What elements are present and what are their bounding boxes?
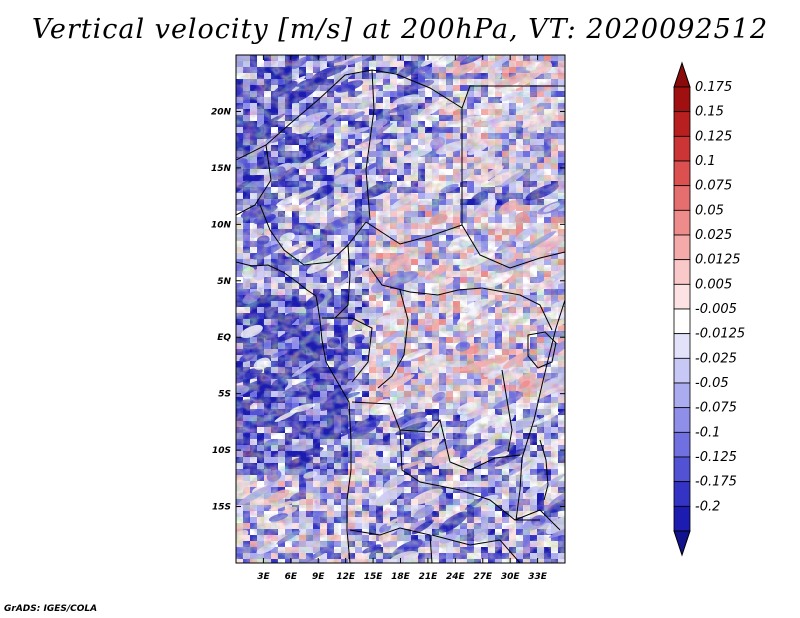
coastline-east-africa (515, 299, 565, 521)
colorbar-label: -0.005 (695, 302, 737, 317)
lon-tick-label: 27E (473, 572, 493, 582)
colorbar-swatch (673, 357, 691, 384)
colorbar-label: 0.025 (695, 228, 732, 243)
colorbar-label: 0.05 (695, 203, 724, 218)
colorbar-label: 0.15 (695, 105, 724, 120)
colorbar-bottom-arrow (673, 530, 691, 557)
border-sudan (461, 85, 565, 109)
lon-tick-label: 9E (312, 572, 325, 582)
border-gabon-congo (322, 317, 373, 383)
colorbar-label: -0.2 (695, 499, 720, 514)
colorbar-swatch (673, 86, 691, 113)
colorbar-swatch (673, 505, 691, 532)
lon-tick-label: 3E (257, 572, 270, 582)
border-zambia-tanzania (469, 454, 521, 471)
colorbar-swatch (673, 333, 691, 359)
colorbar-label: 0.175 (695, 80, 732, 95)
lat-tick-label: 10N (211, 220, 232, 230)
colorbar-swatch (673, 259, 691, 285)
colorbar-swatch (673, 431, 691, 458)
border-drc-uganda (481, 287, 553, 331)
colorbar-swatch (673, 209, 691, 236)
colorbar-swatch (673, 407, 691, 433)
lon-tick-label: 15E (364, 572, 384, 582)
border-car-drc (369, 267, 483, 296)
coastline (236, 261, 352, 563)
lon-tick-label: 12E (336, 572, 356, 582)
colorbar-swatch (673, 160, 691, 187)
lat-tick-label: 5S (218, 390, 231, 400)
lon-tick-label: 6E (285, 572, 298, 582)
lake-victoria (527, 331, 557, 369)
lon-tick-label: 24E (446, 572, 466, 582)
border-congo-drc (377, 289, 409, 389)
colorbar-label: -0.175 (695, 475, 737, 490)
lon-tick-label: 21E (419, 572, 439, 582)
border-zimbabwe-mozambique (459, 489, 561, 531)
colorbar-legend: 0.175 0.15 0.125 0.1 0.075 0.05 0.025 0.0125 0.0… (673, 61, 745, 557)
border-chad-car (365, 221, 463, 245)
border-botswana (431, 534, 521, 563)
colorbar-label: -0.125 (695, 450, 737, 465)
colorbar-swatch (673, 185, 691, 211)
lake-tanganyika (501, 369, 513, 453)
colorbar-swatch (673, 135, 691, 162)
lon-tick-label: 18E (391, 572, 411, 582)
lon-tick-label: 33E (528, 572, 548, 582)
border-mali-niger (236, 144, 272, 216)
lat-tick-label: 5N (217, 277, 231, 287)
border-south-sudan (461, 224, 565, 269)
country-borders (236, 69, 565, 563)
colorbar-label: -0.05 (695, 376, 729, 391)
colorbar-swatch (673, 481, 691, 507)
border-namibia (349, 527, 433, 563)
colorbar-label: -0.0125 (695, 327, 745, 342)
colorbar-label: 0.1 (695, 154, 716, 169)
border-angola-drc (351, 401, 471, 471)
colorbar-swatch (673, 234, 691, 261)
border-niger-chad (365, 69, 375, 221)
colorbar-label: 0.075 (695, 179, 732, 194)
colorbar-label: -0.025 (695, 351, 737, 366)
colorbar-label: 0.0125 (695, 253, 741, 268)
border-angola-zambia (399, 429, 461, 491)
colorbar-label: 0.125 (695, 129, 732, 144)
lat-tick-label: EQ (217, 333, 231, 343)
lat-tick-label: 15S (212, 503, 231, 513)
field-texture (236, 55, 565, 563)
lake-malawi (539, 439, 549, 501)
lon-tick-label: 30E (501, 572, 521, 582)
longitude-axis: 3E 6E 9E 12E 15E 18E 21E 24E 27E 30E 33E (257, 55, 548, 582)
colorbar-label: -0.075 (695, 401, 737, 416)
lat-tick-label: 10S (212, 446, 231, 456)
colorbar-swatch (673, 111, 691, 137)
latitude-axis: 20N 15N 10N 5N EQ 5S 10S 15S (211, 107, 565, 513)
grads-credit: GrADS: IGES/COLA (4, 604, 98, 614)
colorbar-label: 0.005 (695, 277, 732, 292)
lat-tick-label: 20N (211, 107, 232, 117)
colorbar-swatch (673, 308, 691, 335)
colorbar-swatch (673, 456, 691, 483)
colorbar-top-arrow (673, 61, 691, 88)
colorbar-label: -0.1 (695, 425, 720, 440)
lat-tick-label: 15N (211, 164, 232, 174)
border-libya-egypt (395, 73, 463, 225)
colorbar-swatch (673, 283, 691, 310)
colorbar-swatch (673, 382, 691, 409)
map-title: Vertical velocity [m/s] at 200hPa, VT: 2… (31, 14, 769, 45)
